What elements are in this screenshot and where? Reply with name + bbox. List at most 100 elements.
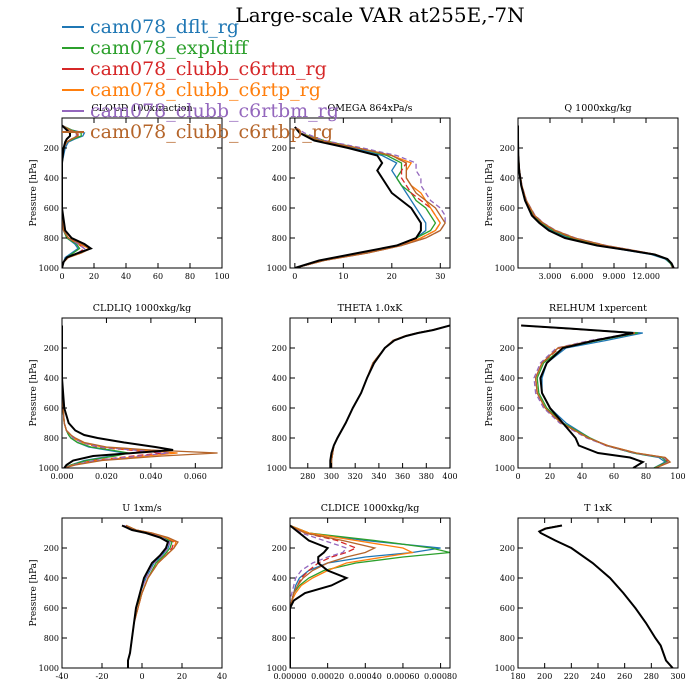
y-tick-label: 600 <box>44 404 59 413</box>
x-tick-label: 0.040 <box>139 472 162 481</box>
panel-2: OMEGA 864xPa/s 200 400 600 800 1000 0 10 20 30 <box>267 103 451 281</box>
series-line-1 <box>62 325 125 468</box>
series-line-5 <box>518 125 674 268</box>
y-tick-label: 600 <box>272 404 287 413</box>
x-tick-label: 0 <box>59 272 64 281</box>
x-tick-label: 280 <box>300 472 315 481</box>
series-line-4 <box>294 126 442 268</box>
plot-frame <box>517 317 679 469</box>
plot-frame <box>61 317 223 469</box>
series-line-7 <box>290 524 349 668</box>
series-line-2 <box>125 524 173 668</box>
x-tick-label: 240 <box>590 672 605 681</box>
series-line-6 <box>538 524 674 668</box>
y-tick-label: 400 <box>500 574 515 583</box>
x-tick-label: 0.00020 <box>311 672 344 681</box>
panel-5: THETA 1.0xK 200 400 600 800 1000 280 300 320 340 3… <box>267 303 458 481</box>
x-tick-label: 100 <box>214 272 229 281</box>
x-tick-label: 12.000 <box>632 272 660 281</box>
series-line-7 <box>121 524 170 668</box>
y-tick-label: 800 <box>500 234 515 243</box>
y-tick-label: 200 <box>272 544 287 553</box>
x-tick-label: 0 <box>139 672 144 681</box>
panel-title: RELHUM 1xpercent <box>549 303 647 314</box>
x-tick-label: 280 <box>644 672 659 681</box>
y-tick-label: 1000 <box>495 264 515 273</box>
x-tick-label: 60 <box>609 472 619 481</box>
y-tick-label: 600 <box>272 604 287 613</box>
series-line-7 <box>521 324 646 468</box>
series-line-1 <box>125 524 171 668</box>
x-tick-label: 40 <box>577 472 587 481</box>
y-tick-label: 200 <box>44 144 59 153</box>
series-line-6 <box>518 125 674 268</box>
plot-frame <box>289 317 451 469</box>
series-line-1 <box>538 524 674 668</box>
series-line-5 <box>62 124 86 268</box>
x-tick-label: 0.00080 <box>424 672 457 681</box>
x-tick-label: 300 <box>324 472 339 481</box>
y-axis-label: Pressure [hPa] <box>29 359 39 426</box>
x-tick-label: 0.000 <box>51 472 74 481</box>
series-line-4 <box>538 524 674 668</box>
y-tick-label: 600 <box>44 204 59 213</box>
y-tick-label: 1000 <box>39 464 59 473</box>
y-tick-label: 800 <box>44 634 59 643</box>
series-line-6 <box>294 126 446 268</box>
series-line-1 <box>521 324 667 468</box>
series-line-4 <box>518 125 674 268</box>
x-tick-label: 0 <box>292 272 297 281</box>
series-line-4 <box>62 325 178 468</box>
series-line-5 <box>330 324 450 468</box>
x-tick-label: 180 <box>510 672 525 681</box>
plot-frame <box>289 517 451 669</box>
y-tick-label: 200 <box>500 344 515 353</box>
series-line-1 <box>518 125 674 268</box>
y-axis-label: Pressure [hPa] <box>29 559 39 626</box>
y-tick-label: 600 <box>500 204 515 213</box>
series-line-6 <box>290 524 377 668</box>
x-tick-label: 40 <box>121 272 131 281</box>
y-tick-label: 800 <box>44 234 59 243</box>
series-line-2 <box>330 324 450 468</box>
x-tick-label: 20 <box>545 472 555 481</box>
series-line-4 <box>290 524 415 668</box>
series-line-2 <box>518 125 674 268</box>
series-line-4 <box>330 324 450 468</box>
x-tick-label: 10 <box>338 272 348 281</box>
y-tick-label: 1000 <box>267 664 287 673</box>
series-line-6 <box>62 325 218 468</box>
x-tick-label: 220 <box>564 672 579 681</box>
series-line-5 <box>538 524 674 668</box>
series-line-3 <box>294 126 442 268</box>
series-line-3 <box>330 324 450 468</box>
y-tick-label: 200 <box>500 544 515 553</box>
series-line-2 <box>538 524 674 668</box>
y-tick-label: 400 <box>272 374 287 383</box>
y-axis-label: Pressure [hPa] <box>485 359 495 426</box>
x-tick-label: -40 <box>56 672 69 681</box>
x-tick-label: 60 <box>153 272 163 281</box>
x-tick-label: 30 <box>435 272 445 281</box>
y-tick-label: 800 <box>44 434 59 443</box>
panel-title: U 1xm/s <box>122 503 162 514</box>
panel-3: Q 1000xkg/kg 200 400 600 800 1000 3.000 6.000 9.… <box>485 103 679 281</box>
panel-title: T 1xK <box>584 503 613 514</box>
x-tick-label: 80 <box>185 272 195 281</box>
y-tick-label: 800 <box>500 634 515 643</box>
plot-frame <box>289 117 451 269</box>
figure-title: Large-scale VAR at255E,-7N <box>235 3 524 27</box>
y-tick-label: 800 <box>272 634 287 643</box>
plot-frame <box>517 117 679 269</box>
y-axis-label: Pressure [hPa] <box>485 159 495 226</box>
y-tick-label: 800 <box>272 234 287 243</box>
series-line-3 <box>518 125 674 268</box>
y-tick-label: 200 <box>44 544 59 553</box>
x-tick-label: 400 <box>442 472 457 481</box>
y-tick-label: 600 <box>500 404 515 413</box>
